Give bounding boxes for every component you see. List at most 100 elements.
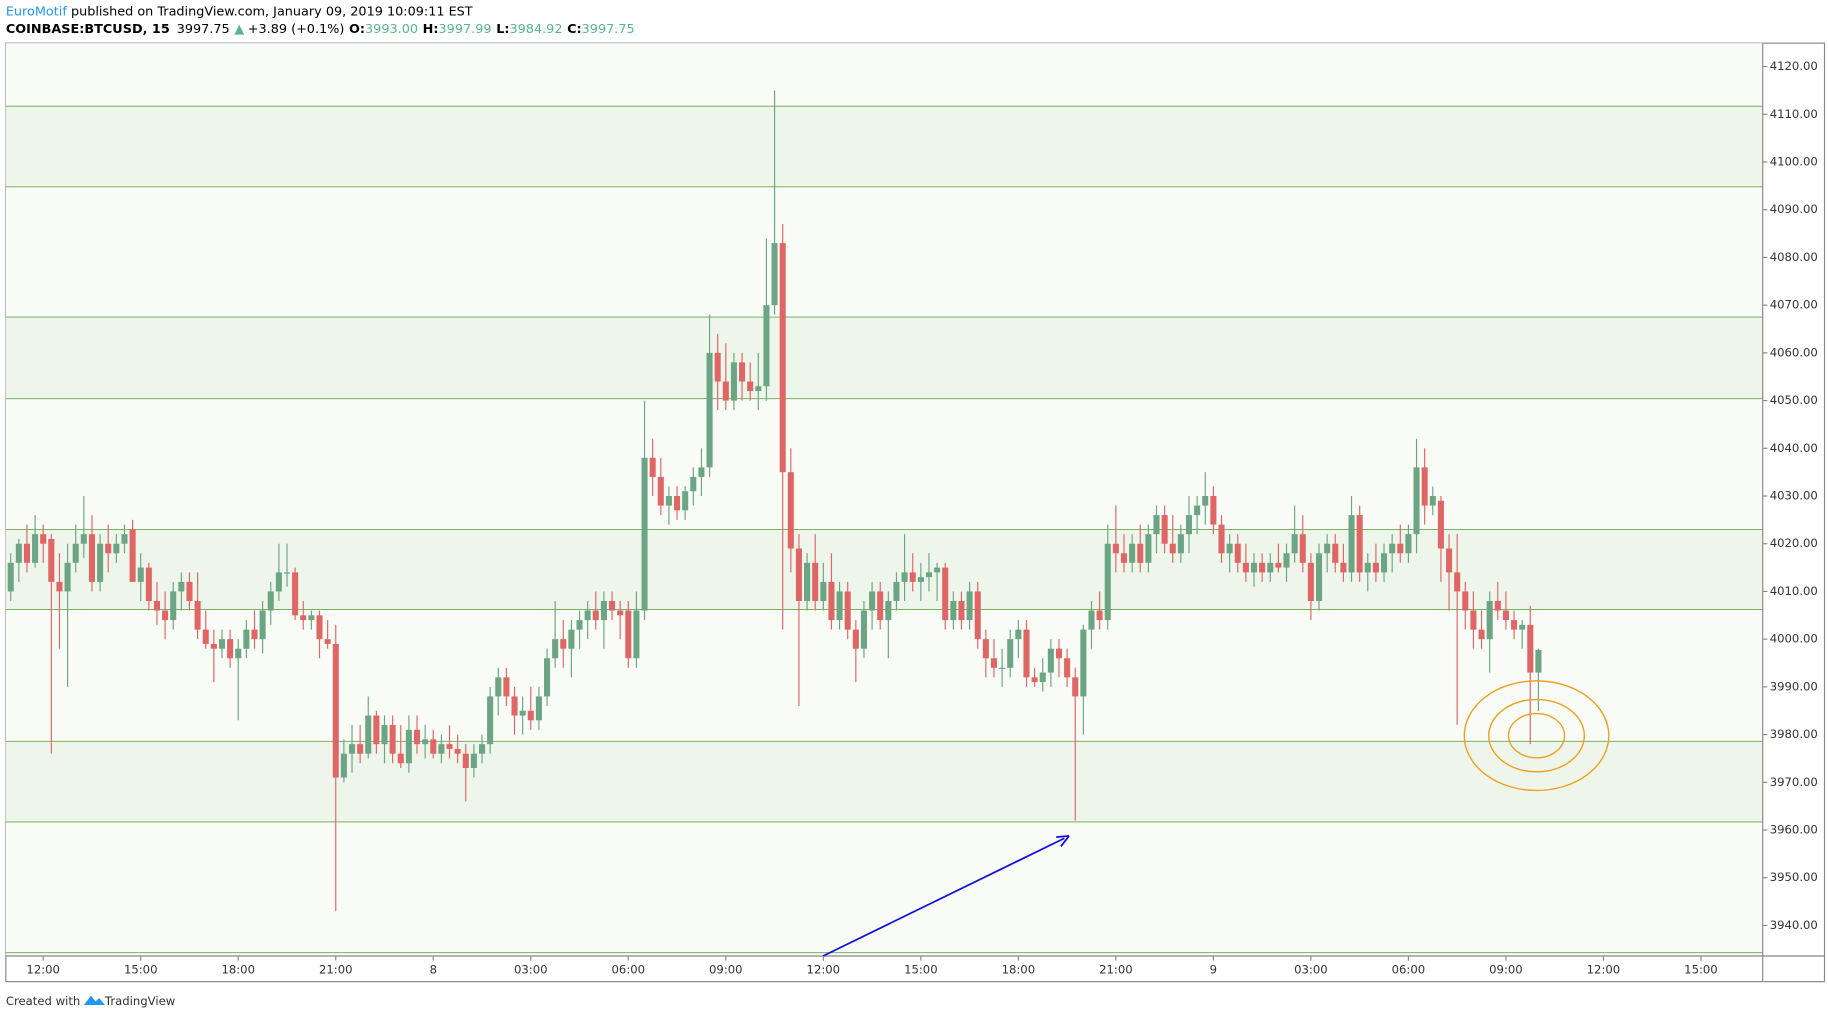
candle-body <box>235 648 242 659</box>
x-tick-label: 12:00 <box>26 962 60 976</box>
candle-body <box>1104 543 1111 621</box>
ohlc-key: C: <box>567 22 582 37</box>
y-tick-label: 4090.00 <box>1770 202 1818 216</box>
candle-body <box>422 739 429 745</box>
candle-body <box>1348 515 1355 573</box>
candle-body <box>771 243 778 306</box>
ohlc-value: 3993.00 <box>365 22 418 37</box>
candle-body <box>1145 534 1152 563</box>
candle-body <box>430 739 437 754</box>
author[interactable]: EuroMotif <box>6 4 68 19</box>
candle-body <box>162 610 169 621</box>
candle-body <box>1242 562 1249 573</box>
candle-body <box>300 615 307 621</box>
candle-body <box>413 729 421 745</box>
candle-body <box>1202 496 1209 506</box>
candle-body <box>1096 610 1103 621</box>
x-tick-label: 15:00 <box>1684 962 1718 976</box>
candle-body <box>1169 543 1176 554</box>
candle-body <box>1064 658 1071 678</box>
candle-body <box>243 629 250 649</box>
level-zone <box>5 741 1763 822</box>
candle-body <box>641 457 648 611</box>
candle-body <box>674 496 681 511</box>
candle-body <box>747 381 754 392</box>
candle-body <box>1437 500 1444 549</box>
y-tick-label: 4020.00 <box>1770 536 1818 550</box>
candle-body <box>251 629 258 640</box>
x-tick-label: 12:00 <box>1587 962 1621 976</box>
brand-logo <box>83 995 105 1005</box>
candle-body <box>1324 543 1331 554</box>
candle-body <box>698 467 705 477</box>
candle-body <box>1486 600 1493 640</box>
candle-body <box>446 744 453 749</box>
target-circles <box>1463 680 1610 792</box>
candle-body <box>1039 672 1046 683</box>
ohlc-key: L: <box>496 22 509 37</box>
candle-body <box>40 534 47 544</box>
candle-body <box>1340 562 1347 573</box>
y-tick-label: 3950.00 <box>1770 870 1818 884</box>
candle-body <box>1153 515 1160 535</box>
candle-body <box>316 615 323 640</box>
brand[interactable]: TradingView <box>104 994 176 1008</box>
ohlc-value: 3997.75 <box>582 22 635 37</box>
candle-body <box>739 362 746 382</box>
candle-body <box>1315 553 1323 601</box>
candle-body <box>1519 624 1526 630</box>
candle-body <box>227 639 234 659</box>
candle-body <box>1234 543 1241 563</box>
candle-body <box>1462 591 1469 611</box>
candle-body <box>568 629 575 649</box>
candle-body <box>365 715 372 754</box>
candle-body <box>1405 534 1412 554</box>
x-tick-label: 03:00 <box>1294 962 1328 976</box>
x-tick-label: 15:00 <box>124 962 158 976</box>
candle-body <box>1023 629 1030 678</box>
arrow <box>822 837 1065 957</box>
last: 3997.75 <box>177 22 230 37</box>
candle-body <box>56 581 63 592</box>
x-tick-label: 9 <box>1210 962 1217 976</box>
candle-body <box>105 543 112 554</box>
candle-body <box>1511 620 1518 630</box>
candle-body <box>1055 648 1063 659</box>
y-tick-label: 3990.00 <box>1770 679 1818 693</box>
candle-body <box>625 610 632 659</box>
candle-body <box>795 548 802 601</box>
candle-body <box>1429 496 1436 506</box>
candle-body <box>828 581 835 621</box>
candle-body <box>64 562 71 592</box>
candle-body <box>1283 553 1290 568</box>
y-tick-label: 3940.00 <box>1770 918 1818 932</box>
candle-body <box>397 753 404 764</box>
y-tick-label: 4070.00 <box>1770 298 1818 312</box>
candle-body <box>1364 562 1371 573</box>
x-tick-label: 18:00 <box>1002 962 1036 976</box>
level-zone <box>5 106 1763 187</box>
candle-body <box>283 572 291 574</box>
candle-body <box>1381 553 1388 573</box>
candle-body <box>1470 610 1477 630</box>
x-tick-label: 09:00 <box>709 962 743 976</box>
y-tick-label: 4110.00 <box>1770 107 1818 121</box>
candle-body <box>755 386 762 392</box>
candle-body <box>1250 562 1258 573</box>
candle-body <box>714 352 721 382</box>
candle-body <box>958 600 965 621</box>
y-tick-label: 4120.00 <box>1770 59 1818 73</box>
candle-body <box>990 658 998 668</box>
candle-body <box>88 534 95 582</box>
candle-body <box>438 744 445 754</box>
candle-body <box>1210 496 1217 525</box>
candle-body <box>1120 553 1128 563</box>
ohlc-key: O: <box>349 22 365 37</box>
candle-body <box>1356 515 1363 573</box>
candle-body <box>97 543 104 582</box>
candle-body <box>80 534 87 544</box>
candle-body <box>23 543 30 563</box>
candle-body <box>600 600 607 621</box>
y-tick-label: 4100.00 <box>1770 154 1818 168</box>
x-tick-label: 12:00 <box>807 962 841 976</box>
